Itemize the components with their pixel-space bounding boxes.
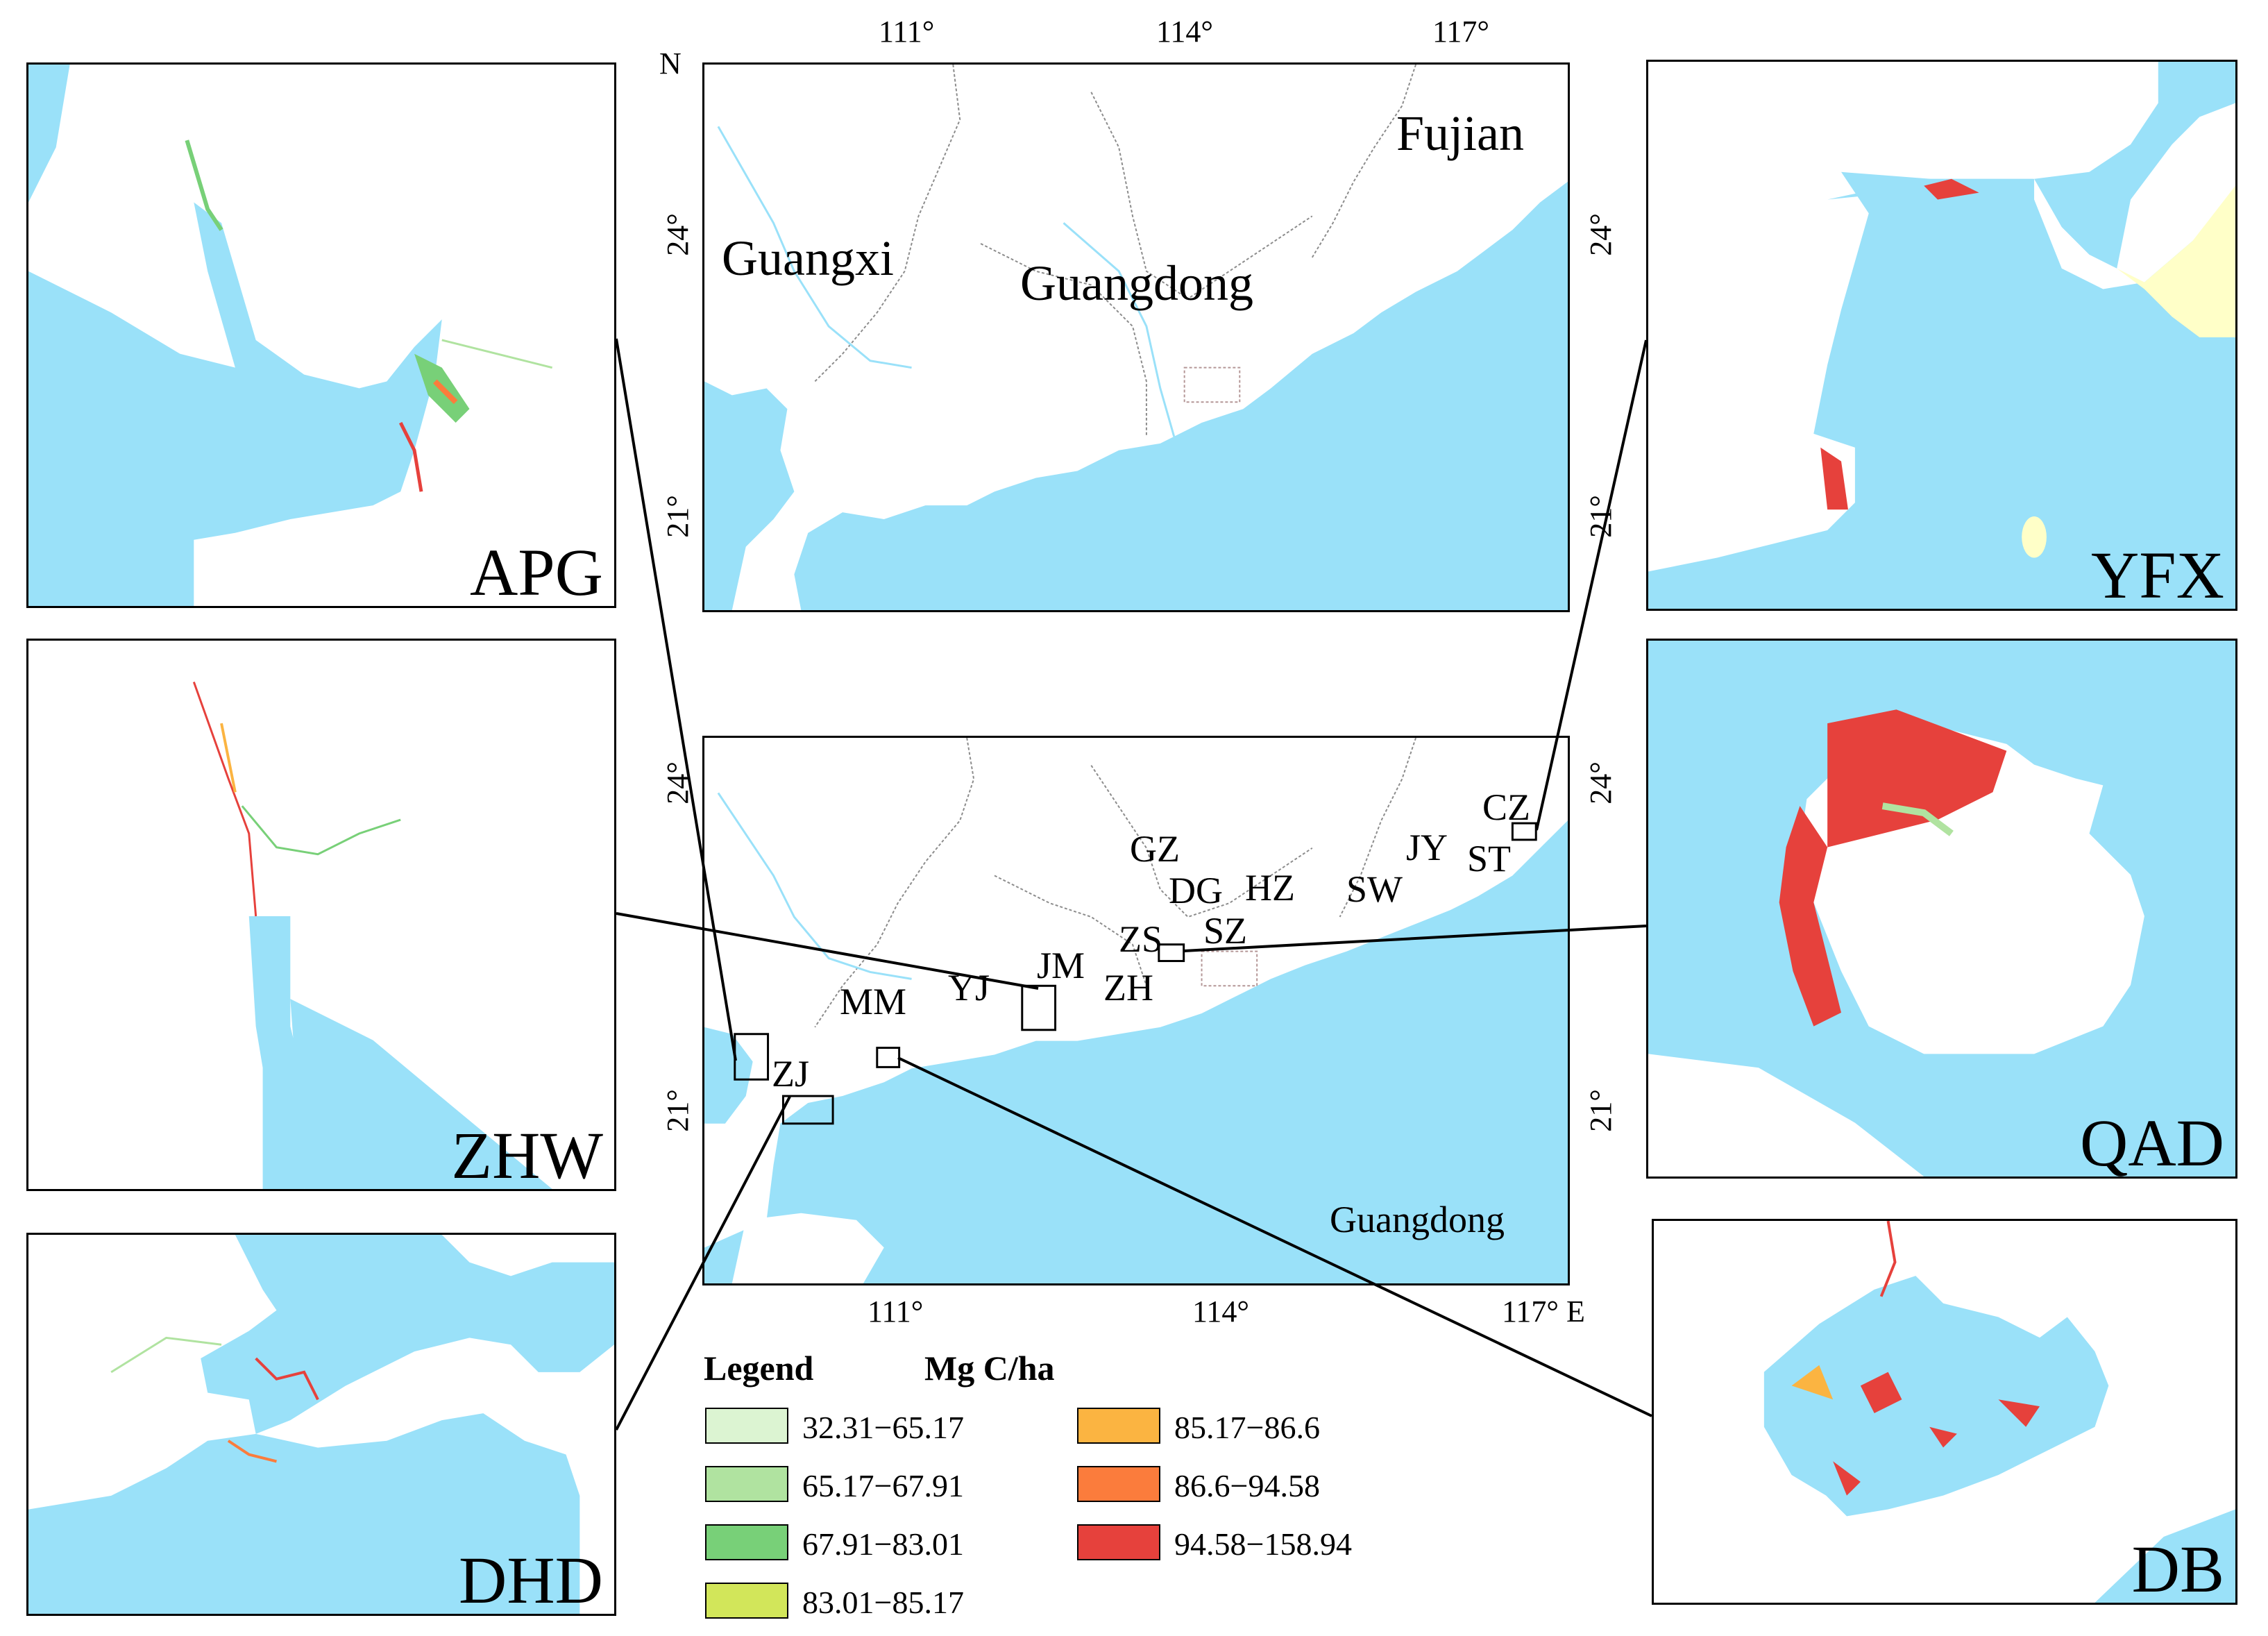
top-lat-tick-21-right: 21° (1583, 495, 1618, 538)
region-guangdong: Guangdong (1020, 255, 1253, 311)
legend-label-5: 85.17−86.6 (1174, 1410, 1320, 1445)
legend-label-3: 67.91−83.01 (802, 1526, 964, 1562)
bottom-lon-tick-111: 111° (868, 1295, 924, 1329)
bottom-lat-tick-21-right: 21° (1583, 1089, 1618, 1132)
legend-title: Legend (704, 1349, 814, 1388)
inset-zhw: ZHW (26, 639, 616, 1191)
bottom-lat-tick-24-left: 24° (660, 761, 695, 804)
inset-apg: APG (26, 62, 616, 608)
legend-swatch-6 (1077, 1466, 1160, 1502)
inset-db-graphic (1763, 1221, 2235, 1603)
legend-swatch-4 (705, 1583, 788, 1619)
bottom-lon-tick-117: 117° E (1502, 1295, 1585, 1329)
legend-swatch-5 (1077, 1408, 1160, 1444)
top-lon-tick-111: 111° (879, 15, 935, 49)
legend-swatch-7 (1077, 1524, 1160, 1560)
inset-qad: QAD (1646, 639, 2237, 1179)
top-lon-tick-117: 117° (1432, 15, 1489, 49)
legend-swatch-3 (705, 1524, 788, 1560)
city-sz: SZ (1203, 910, 1248, 952)
legend-unit: Mg C/ha (924, 1349, 1055, 1388)
inset-label-zhw: ZHW (451, 1118, 603, 1191)
inset-label-dhd: DHD (459, 1543, 603, 1616)
top-lat-tick-24-right: 24° (1583, 213, 1618, 256)
top-lat-tick-21-left: 21° (660, 495, 695, 538)
city-jm: JM (1037, 945, 1085, 986)
city-sw: SW (1346, 868, 1403, 910)
legend-label-1: 32.31−65.17 (802, 1410, 964, 1445)
legend-label-6: 86.6−94.58 (1174, 1468, 1320, 1503)
inset-label-apg: APG (469, 535, 603, 608)
top-lat-tick-24-left: 24° (660, 213, 695, 256)
inset-zhw-graphic (192, 682, 552, 1189)
city-zh: ZH (1103, 967, 1153, 1009)
legend-swatch-1 (705, 1408, 788, 1444)
city-gz: GZ (1130, 828, 1180, 870)
inset-label-qad: QAD (2080, 1106, 2224, 1179)
legend-label-7: 94.58−158.94 (1174, 1526, 1352, 1562)
bottom-lat-tick-24-right: 24° (1583, 761, 1618, 804)
legend-label-2: 65.17−67.91 (802, 1468, 964, 1503)
inset-dhd: DHD (26, 1233, 616, 1616)
bottom-lat-tick-21-left: 21° (660, 1089, 695, 1132)
city-dg: DG (1169, 870, 1223, 911)
inset-yfx-graphic (1648, 62, 2235, 609)
city-mm: MM (840, 981, 907, 1022)
inset-db: DB (1652, 1219, 2237, 1605)
region-guangxi: Guangxi (722, 230, 894, 286)
inset-yfx: YFX (1646, 60, 2237, 611)
inset-apg-graphic (28, 65, 552, 606)
legend-swatch-2 (705, 1466, 788, 1502)
overview-map-top (702, 62, 1570, 612)
legend-label-4: 83.01−85.17 (802, 1585, 964, 1620)
city-yj: YJ (948, 967, 990, 1009)
bottom-lon-tick-114: 114° (1192, 1295, 1249, 1329)
region-fujian: Fujian (1396, 106, 1525, 161)
city-zj: ZJ (772, 1053, 809, 1095)
city-zs: ZS (1119, 918, 1163, 960)
overview-map-top-graphic (704, 65, 1568, 610)
city-jy: JY (1406, 827, 1448, 868)
city-cz: CZ (1482, 786, 1531, 828)
inset-label-yfx: YFX (2090, 538, 2224, 611)
inset-dhd-graphic (28, 1235, 614, 1614)
city-st: ST (1467, 838, 1512, 879)
city-hz: HZ (1245, 867, 1295, 909)
inset-label-db: DB (2131, 1532, 2224, 1605)
inset-qad-graphic (1648, 641, 2235, 1177)
north-label: N (659, 47, 682, 81)
bottom-region-guangdong: Guangdong (1330, 1199, 1505, 1240)
top-lon-tick-114: 114° (1156, 15, 1213, 49)
